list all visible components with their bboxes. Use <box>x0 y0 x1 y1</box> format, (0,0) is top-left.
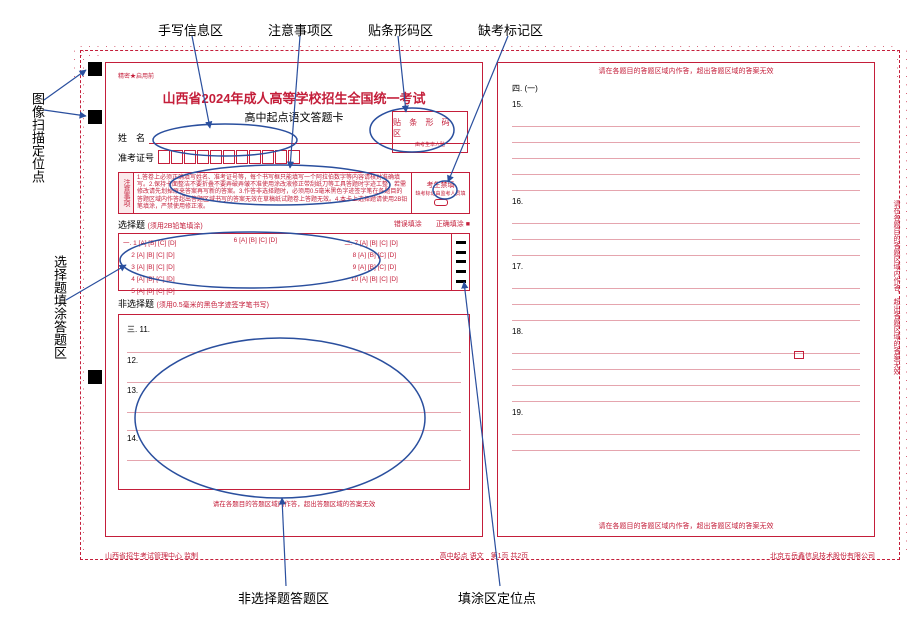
opts: [A] [B] [C] [D] <box>137 288 175 295</box>
right-sample: 正确填涂 <box>436 221 464 228</box>
dots-top: . . . . . . . . . . . . . . . . . . . . … <box>80 40 900 58</box>
opts: [A] [B] [C] [D] <box>137 252 175 259</box>
label-frq: 非选择题答题区 <box>238 588 329 607</box>
opts: [A] [B] [C] [D] <box>360 240 398 247</box>
fiducial-mark <box>88 370 102 384</box>
left-panel: 精密★启用前 山西省2024年成人高等学校招生全国统一考试 高中起点语文答题卡 … <box>105 62 483 537</box>
id-label: 准考证号 <box>118 151 154 164</box>
mcq-zone: 一. 1 [A] [B] [C] [D] 2 [A] [B] [C] [D] 3… <box>118 233 470 291</box>
footer-right: 北京五岳鑫信息技术股份有限公司 <box>770 551 875 561</box>
barcode-label: 贴 条 形 码 区 <box>393 117 467 139</box>
opts: [A] [B] [C] [D] <box>239 237 277 244</box>
frq-hint: (须用0.5毫米的黑色字迹签字笔书写) <box>157 302 269 309</box>
label-fiducial: 图像扫描定位点 <box>28 92 47 183</box>
frq-label: 非选择题 <box>118 299 154 309</box>
barcode-sub: 由考生本人贴 <box>415 141 445 148</box>
opts: [A] [B] [C] [D] <box>139 240 177 247</box>
mcq-header: 选择题 (须用2B铅笔填涂) 错误填涂 正确填涂 ■ <box>118 218 470 231</box>
warn-bottom: 请在各题目的答题区域内作答，超出答题区域的答案无效 <box>498 518 874 534</box>
secret-tag: 精密★启用前 <box>106 63 482 80</box>
exam-title: 山西省2024年成人高等学校招生全国统一考试 <box>106 88 482 107</box>
mcq-hint: (须用2B铅笔填涂) <box>148 223 203 230</box>
q4sub: (一) <box>524 84 537 93</box>
opts: [A] [B] [C] [D] <box>137 264 175 271</box>
barcode-zone: 贴 条 形 码 区 由考生本人贴 <box>392 111 468 153</box>
label-fillpoint: 填涂区定位点 <box>458 588 536 607</box>
absent-zone: 考生禁填 缺考标记由监考人员填 <box>411 173 469 213</box>
fill-marks <box>451 234 469 290</box>
footer-left: 山西省招生考试管理中心 监制 <box>105 551 198 561</box>
side-warn: 请在各题目的答题区域内作答，超出答题区域的答案无效 <box>891 200 901 375</box>
mcq-label: 选择题 <box>118 220 145 230</box>
opts: [A] [B] [C] [D] <box>360 276 398 283</box>
name-label: 姓 名 <box>118 131 145 144</box>
absent-sub: 缺考标记由监考人员填 <box>415 192 465 198</box>
right-panel: 请在各题目的答题区域内作答，超出答题区域的答案无效 四. (一) 15. 16.… <box>497 62 875 537</box>
notice-label: 注意事项 <box>119 173 134 213</box>
footer: 山西省招生考试管理中心 监制 高中起点 语文 第1页 共2页 北京五岳鑫信息技术… <box>105 551 875 561</box>
label-barcode: 贴条形码区 <box>368 20 433 39</box>
fiducial-mark <box>88 110 102 124</box>
label-handwrite: 手写信息区 <box>158 20 223 39</box>
wrong-sample: 错误填涂 <box>394 221 422 228</box>
label-mcq: 选择题填涂答题区 <box>50 255 69 359</box>
opts: [A] [B] [C] [D] <box>358 252 396 259</box>
warn-left: 请在各题目的答题区域内作答，超出答题区域的答案无效 <box>106 496 482 510</box>
opts: [A] [B] [C] [D] <box>137 276 175 283</box>
absent-label: 考生禁填 <box>427 180 455 190</box>
footer-mid: 高中起点 语文 第1页 共2页 <box>440 551 529 561</box>
notice-text: 1.答卷上必须正确填写姓名、准考证号等，每个书写框只能填写一个阿拉伯数字等内容请… <box>134 173 411 213</box>
dots-left: . . . . . . . . . . . . . . . . . . . . … <box>72 50 90 560</box>
id-boxes <box>158 150 300 164</box>
warn-top: 请在各题目的答题区域内作答，超出答题区域的答案无效 <box>498 63 874 79</box>
fiducial-mark <box>88 62 102 76</box>
label-absent: 缺考标记区 <box>478 20 543 39</box>
absent-bubble <box>434 199 448 206</box>
frq-zone: 三. 11. 12. 13. 14. <box>118 314 470 490</box>
opts: [A] [B] [C] [D] <box>358 264 396 271</box>
tiny-box <box>794 351 804 359</box>
q2: 二. <box>344 240 352 247</box>
q4: 四. <box>512 84 522 93</box>
q3: 三. <box>127 325 137 334</box>
frq-header: 非选择题 (须用0.5毫米的黑色字迹签字笔书写) <box>118 297 470 310</box>
answer-sheet: 精密★启用前 山西省2024年成人高等学校招生全国统一考试 高中起点语文答题卡 … <box>105 62 875 537</box>
q1: 一. <box>123 240 131 247</box>
label-notice: 注意事项区 <box>268 20 333 39</box>
notice-zone: 注意事项 1.答卷上必须正确填写姓名、准考证号等，每个书写框只能填写一个阿拉伯数… <box>118 172 470 214</box>
